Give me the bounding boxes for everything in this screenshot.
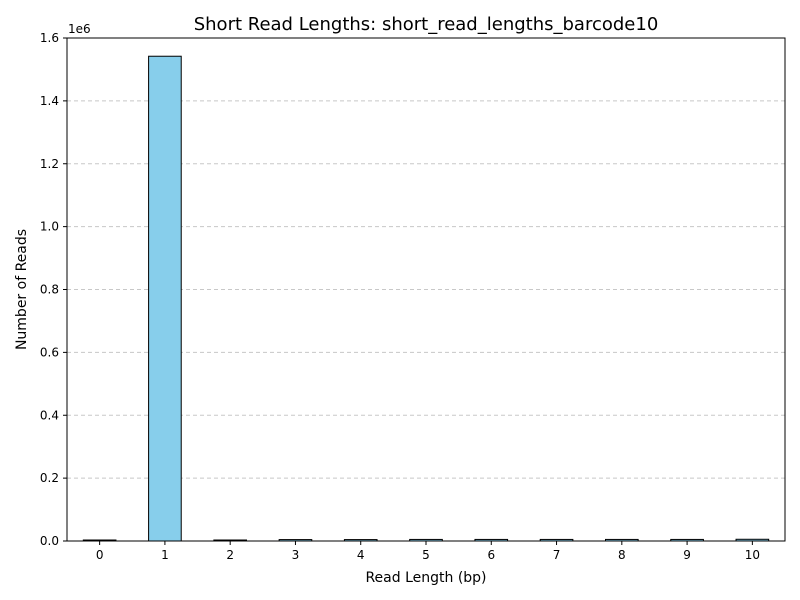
y-tick-label-0: 0.0: [40, 534, 59, 548]
x-tick-label-6: 6: [487, 548, 495, 562]
y-axis: 0.0 0.2 0.4 0.6 0.8 1.0 1.2 1.4 1.6: [40, 31, 67, 548]
y-tick-label-6: 1.2: [40, 157, 59, 171]
y-tick-label-8: 1.6: [40, 31, 59, 45]
y-tick-label-4: 0.8: [40, 283, 59, 297]
y-axis-label: Number of Reads: [14, 229, 30, 350]
x-tick-label-8: 8: [618, 548, 626, 562]
x-tick-label-7: 7: [553, 548, 561, 562]
chart-title: Short Read Lengths: short_read_lengths_b…: [194, 14, 659, 35]
x-tick-label-1: 1: [161, 548, 169, 562]
x-tick-label-2: 2: [226, 548, 234, 562]
x-tick-label-3: 3: [292, 548, 300, 562]
x-tick-label-9: 9: [683, 548, 691, 562]
y-tick-label-7: 1.4: [40, 94, 59, 108]
x-tick-label-4: 4: [357, 548, 365, 562]
x-tick-label-10: 10: [745, 548, 760, 562]
y-offset-label: 1e6: [68, 22, 91, 36]
y-tick-label-3: 0.6: [40, 345, 59, 359]
x-axis-label: Read Length (bp): [365, 570, 486, 586]
y-tick-label-1: 0.2: [40, 471, 59, 485]
y-tick-label-5: 1.0: [40, 220, 59, 234]
bars-layer: [82, 55, 770, 542]
x-axis: 0 1 2 3 4 5 6 7 8 9 10: [96, 541, 760, 562]
x-tick-label-0: 0: [96, 548, 104, 562]
bar-1: [148, 55, 182, 542]
x-tick-label-5: 5: [422, 548, 430, 562]
y-tick-label-2: 0.4: [40, 408, 59, 422]
